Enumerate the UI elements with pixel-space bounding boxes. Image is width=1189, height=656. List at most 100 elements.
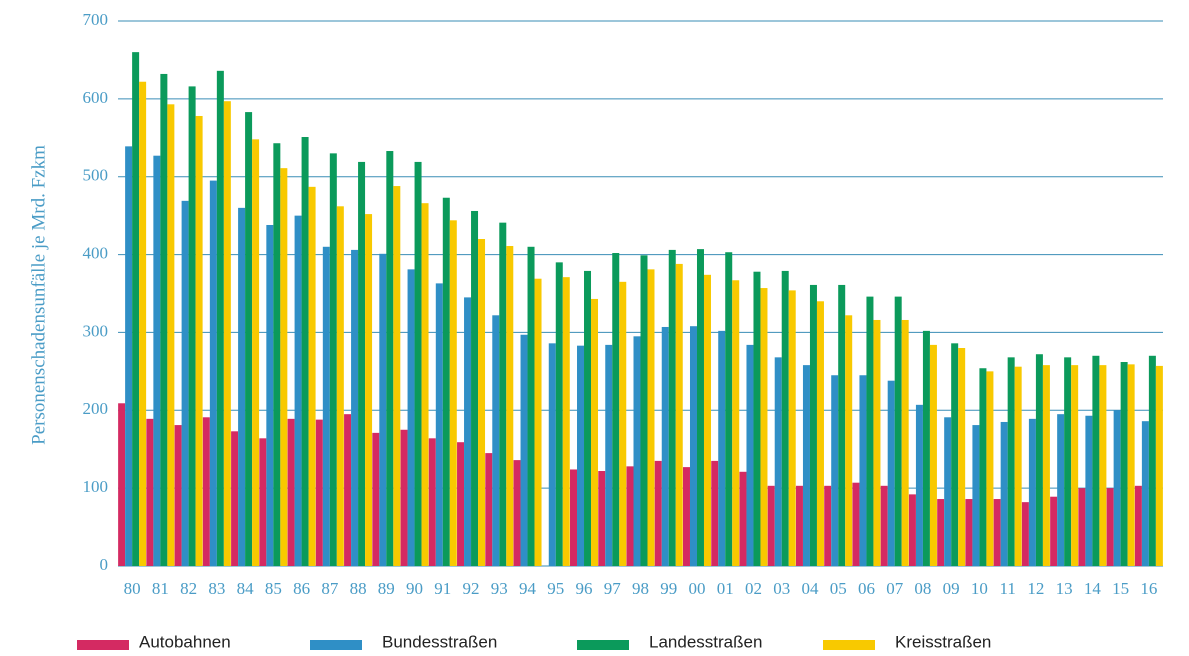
bar bbox=[1155, 365, 1163, 566]
bar bbox=[668, 249, 676, 566]
y-tick-label: 700 bbox=[83, 10, 109, 29]
bar bbox=[1134, 485, 1142, 566]
y-tick-label: 300 bbox=[83, 321, 109, 340]
bar bbox=[1148, 355, 1156, 566]
x-tick-label: 82 bbox=[180, 579, 197, 598]
bar bbox=[640, 255, 648, 566]
bar bbox=[718, 330, 726, 566]
bar bbox=[1057, 414, 1065, 566]
x-tick-label: 90 bbox=[406, 579, 423, 598]
bar bbox=[548, 343, 556, 566]
legend-swatch bbox=[77, 640, 129, 650]
bar bbox=[802, 365, 810, 566]
x-tick-label: 95 bbox=[547, 579, 564, 598]
bar bbox=[739, 471, 747, 566]
bar bbox=[139, 81, 147, 566]
bar bbox=[216, 70, 224, 566]
bar bbox=[661, 326, 669, 566]
bar bbox=[167, 104, 175, 567]
bar bbox=[1106, 488, 1114, 566]
x-tick-label: 89 bbox=[378, 579, 395, 598]
bar bbox=[972, 425, 980, 566]
bar bbox=[273, 143, 281, 566]
bar bbox=[788, 290, 796, 566]
bar bbox=[816, 301, 824, 566]
bar bbox=[633, 336, 641, 566]
bar bbox=[132, 52, 140, 566]
legend-label: Bundesstraßen bbox=[382, 632, 497, 651]
x-tick-label: 80 bbox=[124, 579, 141, 598]
bar bbox=[534, 278, 542, 566]
x-tick-label: 92 bbox=[463, 579, 480, 598]
y-tick-label: 400 bbox=[83, 243, 109, 262]
x-tick-label: 07 bbox=[886, 579, 904, 598]
bar bbox=[732, 280, 740, 566]
bar bbox=[449, 220, 457, 567]
bar bbox=[421, 203, 429, 566]
bar bbox=[238, 207, 246, 566]
bar bbox=[294, 215, 302, 566]
x-tick-label: 15 bbox=[1112, 579, 1129, 598]
bar bbox=[146, 418, 154, 566]
bar bbox=[711, 460, 719, 566]
bar bbox=[831, 375, 839, 566]
bar bbox=[1050, 496, 1058, 566]
bar bbox=[492, 315, 500, 566]
bar bbox=[231, 431, 239, 566]
bar bbox=[845, 315, 853, 566]
legend-swatch bbox=[577, 640, 629, 650]
bar bbox=[760, 288, 768, 566]
bar bbox=[1071, 365, 1079, 566]
bar bbox=[259, 438, 267, 566]
bar bbox=[598, 471, 606, 566]
bar bbox=[654, 460, 662, 566]
x-tick-label: 16 bbox=[1140, 579, 1157, 598]
bar bbox=[619, 281, 627, 566]
bar bbox=[647, 269, 655, 566]
y-tick-label: 600 bbox=[83, 88, 109, 107]
bar bbox=[336, 206, 344, 567]
bar bbox=[591, 298, 599, 566]
bar bbox=[315, 419, 323, 566]
bar bbox=[471, 210, 479, 566]
y-tick-label: 500 bbox=[83, 166, 109, 185]
bar bbox=[428, 438, 436, 566]
bar bbox=[358, 161, 366, 566]
bar bbox=[880, 485, 888, 566]
x-tick-label: 87 bbox=[321, 579, 339, 598]
bar bbox=[181, 200, 189, 566]
x-tick-label: 03 bbox=[773, 579, 790, 598]
bar bbox=[887, 380, 895, 566]
x-tick-label: 01 bbox=[717, 579, 734, 598]
bar bbox=[322, 246, 330, 567]
bar bbox=[838, 284, 846, 566]
bar bbox=[958, 348, 966, 566]
bar bbox=[767, 485, 775, 566]
bar bbox=[351, 249, 359, 566]
bar bbox=[245, 112, 253, 566]
bar bbox=[125, 146, 133, 566]
x-tick-label: 91 bbox=[434, 579, 451, 598]
bar bbox=[929, 344, 937, 566]
x-tick-label: 08 bbox=[914, 579, 931, 598]
bar bbox=[407, 269, 415, 566]
bar bbox=[746, 344, 754, 566]
bar bbox=[725, 252, 733, 566]
y-tick-label: 200 bbox=[83, 399, 109, 418]
legend-label: Kreisstraßen bbox=[895, 632, 991, 651]
bar bbox=[1085, 415, 1093, 566]
bar bbox=[894, 296, 902, 566]
x-tick-label: 00 bbox=[688, 579, 705, 598]
bar bbox=[1064, 357, 1072, 566]
x-tick-label: 93 bbox=[491, 579, 508, 598]
bar bbox=[809, 284, 817, 566]
bar bbox=[1007, 357, 1015, 566]
bar bbox=[513, 460, 521, 566]
bar bbox=[1099, 365, 1107, 566]
bar bbox=[1014, 366, 1022, 566]
bar bbox=[1120, 362, 1128, 566]
bar bbox=[703, 274, 711, 566]
x-tick-label: 98 bbox=[632, 579, 649, 598]
x-tick-label: 96 bbox=[576, 579, 593, 598]
bar bbox=[852, 482, 860, 566]
